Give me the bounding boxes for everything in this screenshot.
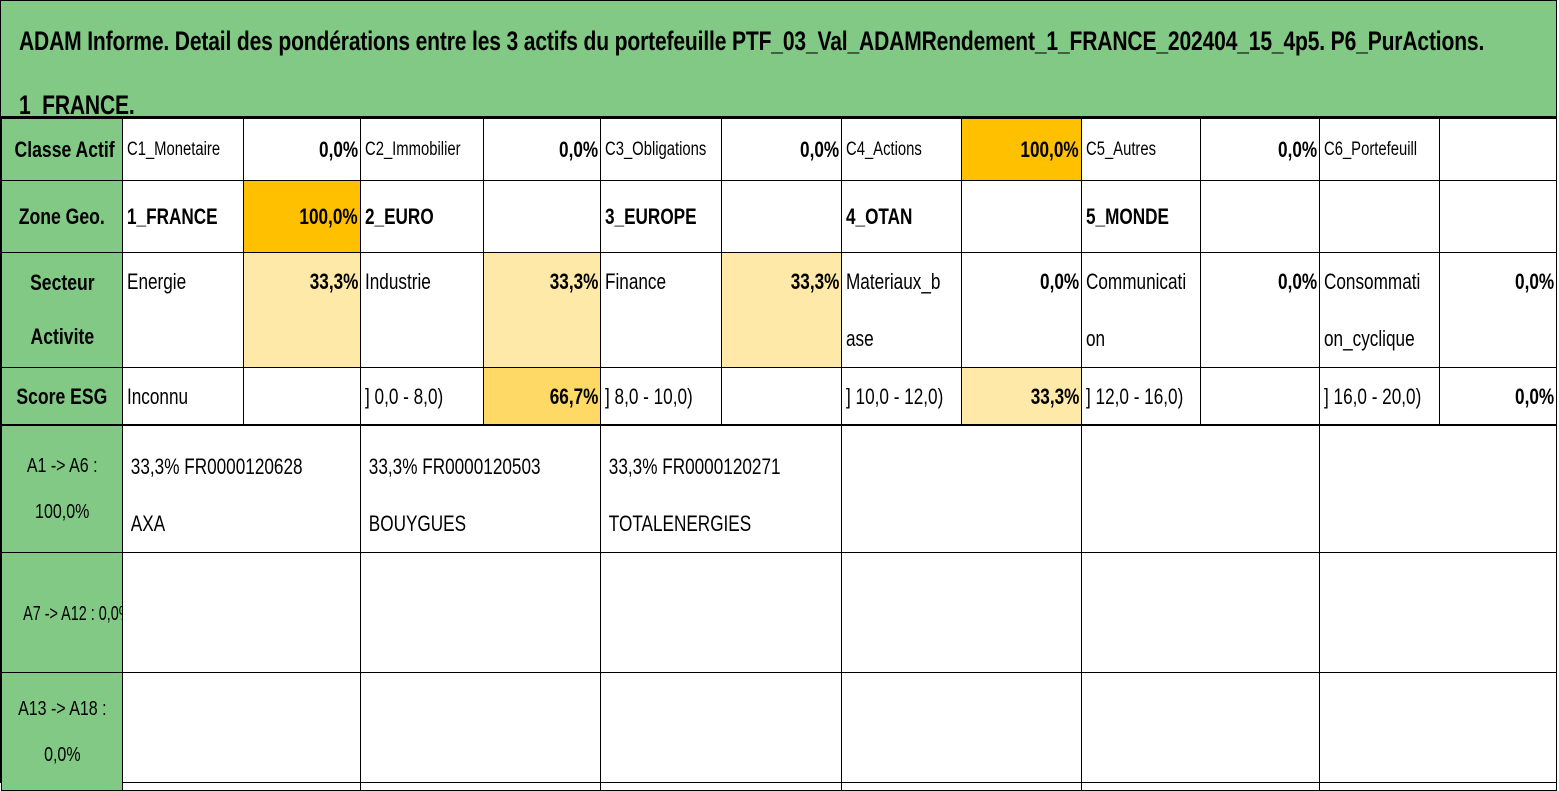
cell-pct-highlight: 33,3%	[243, 252, 361, 368]
asset-cell-empty	[1081, 672, 1320, 791]
cell-name: ] 8,0 - 10,0)	[600, 367, 722, 426]
asset-cell-empty	[360, 552, 601, 673]
asset-cell-empty	[1319, 672, 1557, 791]
cell-name: C3_Obligations	[600, 118, 722, 181]
row-score-esg: Score ESG Inconnu ] 0,0 - 8,0) 66,7% ] 8…	[1, 367, 1557, 426]
row-classe-actif: Classe Actif C1_Monetaire 0,0% C2_Immobi…	[1, 118, 1557, 181]
cell-name: 1_FRANCE	[122, 180, 244, 253]
asset-cell-empty	[1319, 424, 1557, 553]
assets-table: A1 -> A6 :100,0% 33,3% FR0000120628 AXA 3…	[1, 424, 1557, 791]
asset-cell-empty	[360, 672, 601, 791]
cell-pct-highlight: 100,0%	[961, 118, 1082, 181]
cell-name: Communicati on	[1081, 252, 1201, 368]
asset-row-a1-a6: A1 -> A6 :100,0% 33,3% FR0000120628 AXA 3…	[1, 424, 1557, 553]
asset-cell-empty	[841, 552, 1082, 673]
asset-cell-empty	[600, 672, 842, 791]
row-zone-geo: Zone Geo. 1_FRANCE 100,0% 2_EURO 3_EUROP…	[1, 180, 1557, 253]
cell-pct: 0,0%	[243, 118, 361, 181]
cell-pct	[243, 367, 361, 426]
cell-pct	[1439, 118, 1557, 181]
asset-cell-empty	[841, 424, 1082, 553]
cell-pct	[721, 367, 842, 426]
cell-name: Inconnu	[122, 367, 244, 426]
cell-pct-highlight: 33,3%	[961, 367, 1082, 426]
row-label-score-esg: Score ESG	[1, 367, 123, 426]
cell-pct	[1200, 180, 1320, 253]
asset-cell-empty	[600, 552, 842, 673]
row-label-classe-actif: Classe Actif	[1, 118, 123, 181]
cell-name: C5_Autres	[1081, 118, 1201, 181]
cell-name: 4_OTAN	[841, 180, 962, 253]
cell-name: ] 10,0 - 12,0)	[841, 367, 962, 426]
row-secteur-activite: Secteur Activite Energie 33,3% Industrie …	[1, 252, 1557, 368]
cell-pct-highlight: 33,3%	[721, 252, 842, 368]
cell-name: 3_EUROPE	[600, 180, 722, 253]
asset-row-a7-a12: A7 -> A12 : 0,0%	[1, 552, 1557, 673]
cell-name: Industrie	[360, 252, 484, 368]
cell-pct	[721, 180, 842, 253]
asset-cell: 33,3% FR0000120628 AXA	[122, 424, 361, 553]
row-label-zone-geo: Zone Geo.	[1, 180, 123, 253]
cell-pct: 0,0%	[1200, 252, 1320, 368]
asset-cell-empty	[841, 672, 1082, 791]
asset-cell-empty	[1319, 552, 1557, 673]
row-label-secteur: Secteur Activite	[1, 252, 123, 368]
report-title: ADAM Informe. Detail des pondérations en…	[19, 26, 1485, 120]
cell-name: Consommati on_cyclique	[1319, 252, 1440, 368]
cell-name: 2_EURO	[360, 180, 484, 253]
cell-pct-highlight: 66,7%	[483, 367, 601, 426]
cell-name: C6_Portefeuill	[1319, 118, 1440, 181]
cell-pct	[1200, 367, 1320, 426]
asset-cell-empty	[122, 672, 361, 791]
cell-name	[1319, 180, 1440, 253]
cell-pct	[483, 180, 601, 253]
asset-group-label: A13 -> A18 :0,0%	[1, 672, 123, 791]
asset-cell-empty	[1081, 552, 1320, 673]
cell-pct: 0,0%	[1200, 118, 1320, 181]
cell-name: C2_Immobilier	[360, 118, 484, 181]
cell-name: ] 12,0 - 16,0)	[1081, 367, 1201, 426]
asset-cell-empty	[122, 552, 361, 673]
cell-name: C4_Actions	[841, 118, 962, 181]
cell-pct: 0,0%	[1439, 367, 1557, 426]
asset-cell-empty	[1081, 424, 1320, 553]
cell-name: ] 16,0 - 20,0)	[1319, 367, 1440, 426]
cell-pct: 0,0%	[1439, 252, 1557, 368]
asset-cell: 33,3% FR0000120503 BOUYGUES	[360, 424, 601, 553]
cell-pct	[1439, 180, 1557, 253]
cell-pct-highlight: 33,3%	[483, 252, 601, 368]
cell-name: Energie	[122, 252, 244, 368]
cell-pct: 0,0%	[721, 118, 842, 181]
asset-row-a13-a18: A13 -> A18 :0,0%	[1, 672, 1557, 791]
cell-name: Finance	[600, 252, 722, 368]
cell-pct: 0,0%	[961, 252, 1082, 368]
report-header: ADAM Informe. Detail des pondérations en…	[1, 1, 1556, 120]
cell-pct	[961, 180, 1082, 253]
weights-table: Classe Actif C1_Monetaire 0,0% C2_Immobi…	[1, 118, 1557, 426]
cell-name: ] 0,0 - 8,0)	[360, 367, 484, 426]
cell-name: Materiaux_b ase	[841, 252, 962, 368]
cell-name: C1_Monetaire	[122, 118, 244, 181]
asset-cell: 33,3% FR0000120271 TOTALENERGIES	[600, 424, 842, 553]
asset-group-label: A1 -> A6 :100,0%	[1, 424, 123, 553]
asset-group-label: A7 -> A12 : 0,0%	[1, 552, 123, 673]
cell-pct-highlight: 100,0%	[243, 180, 361, 253]
cell-name: 5_MONDE	[1081, 180, 1201, 253]
cell-pct: 0,0%	[483, 118, 601, 181]
